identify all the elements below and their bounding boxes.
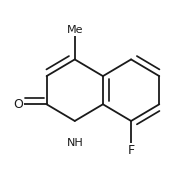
Text: O: O	[14, 98, 23, 111]
Text: Me: Me	[67, 25, 83, 35]
Text: F: F	[127, 144, 135, 157]
Text: NH: NH	[66, 138, 83, 148]
